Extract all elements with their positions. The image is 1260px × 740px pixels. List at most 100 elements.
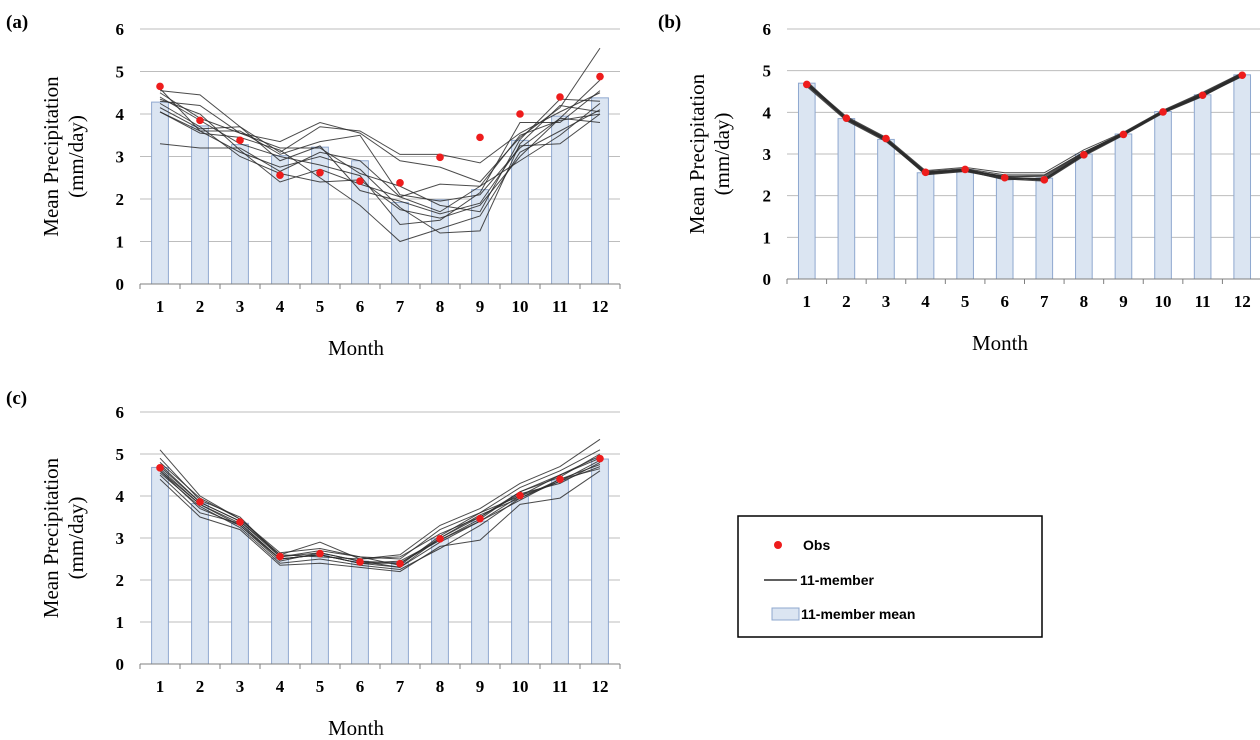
obs-point-month-7 bbox=[396, 179, 404, 187]
y-tick-label: 1 bbox=[116, 233, 125, 252]
y-tick-label: 0 bbox=[763, 270, 772, 289]
obs-point-month-11 bbox=[556, 475, 564, 484]
x-tick-label: 6 bbox=[356, 677, 365, 696]
member-line-2 bbox=[159, 449, 601, 560]
obs-point-month-8 bbox=[436, 153, 444, 162]
x-tick-label: 9 bbox=[476, 677, 485, 696]
obs-point-month-10 bbox=[516, 110, 524, 118]
x-tick-label: 11 bbox=[552, 297, 568, 316]
x-tick-label: 5 bbox=[316, 677, 325, 696]
bar-month-11 bbox=[551, 479, 569, 665]
member-line-3 bbox=[159, 79, 601, 202]
x-tick-label: 12 bbox=[1234, 292, 1251, 311]
panel-label: (b) bbox=[658, 12, 681, 33]
x-tick-label: 7 bbox=[396, 677, 405, 696]
bar-month-11 bbox=[551, 115, 569, 285]
x-tick-label: 6 bbox=[356, 297, 365, 316]
obs-point-month-8 bbox=[1080, 151, 1088, 159]
obs-point-month-1 bbox=[156, 464, 164, 472]
bar-month-10 bbox=[511, 495, 529, 665]
x-tick-label: 2 bbox=[196, 297, 205, 316]
y-tick-label: 6 bbox=[116, 20, 125, 39]
member-line-1 bbox=[159, 90, 601, 164]
obs-point-month-11 bbox=[1198, 91, 1207, 100]
x-tick-label: 3 bbox=[236, 297, 245, 316]
obs-point-month-4 bbox=[276, 552, 284, 561]
obs-point-month-6 bbox=[1000, 173, 1009, 182]
y-tick-label: 3 bbox=[763, 145, 772, 164]
obs-point-month-6 bbox=[356, 177, 364, 185]
bar-month-10 bbox=[1154, 111, 1172, 280]
x-tick-label: 9 bbox=[1119, 292, 1128, 311]
panel-label: (c) bbox=[6, 388, 27, 409]
member-line-4 bbox=[159, 470, 601, 573]
x-tick-label: 9 bbox=[476, 297, 485, 316]
bar-month-9 bbox=[471, 520, 489, 665]
member-line-9 bbox=[159, 88, 601, 234]
bar-month-12 bbox=[591, 458, 609, 665]
member-line-5 bbox=[806, 76, 1243, 181]
bar-month-1 bbox=[797, 82, 816, 280]
bar-month-7 bbox=[391, 201, 409, 285]
obs-point-month-11 bbox=[556, 93, 564, 101]
x-tick-label: 5 bbox=[961, 292, 970, 311]
y-tick-label: 4 bbox=[116, 487, 125, 506]
x-tick-label: 4 bbox=[276, 677, 285, 696]
x-tick-label: 1 bbox=[156, 677, 165, 696]
obs-point-month-9 bbox=[1119, 130, 1128, 139]
legend-marker-obs bbox=[774, 541, 782, 549]
panel-label: (a) bbox=[6, 12, 28, 33]
member-line-9 bbox=[806, 75, 1243, 180]
y-tick-label: 4 bbox=[116, 105, 125, 124]
x-tick-label: 11 bbox=[552, 677, 568, 696]
member-line-2 bbox=[806, 73, 1243, 176]
x-tick-label: 4 bbox=[921, 292, 930, 311]
x-axis-title: Month bbox=[328, 716, 385, 740]
obs-point-month-3 bbox=[236, 518, 244, 526]
bar-month-5 bbox=[311, 146, 329, 285]
x-tick-label: 10 bbox=[1155, 292, 1172, 311]
obs-point-month-6 bbox=[356, 558, 364, 566]
x-tick-label: 6 bbox=[1000, 292, 1009, 311]
y-tick-label: 0 bbox=[116, 275, 125, 294]
x-axis-title: Month bbox=[972, 331, 1029, 355]
obs-point-month-5 bbox=[961, 165, 969, 174]
member-line-6 bbox=[159, 90, 601, 226]
bar-month-1 bbox=[151, 101, 169, 285]
member-line-4 bbox=[806, 72, 1243, 174]
x-tick-label: 5 bbox=[316, 297, 325, 316]
obs-point-month-10 bbox=[1159, 108, 1167, 116]
y-tick-label: 4 bbox=[763, 103, 772, 122]
x-axis-title: Month bbox=[328, 336, 385, 360]
y-tick-label: 5 bbox=[116, 63, 125, 82]
x-tick-label: 4 bbox=[276, 297, 285, 316]
bar-month-3 bbox=[231, 144, 249, 285]
y-tick-label: 6 bbox=[763, 20, 772, 39]
member-line-9 bbox=[159, 453, 601, 564]
member-line-10 bbox=[159, 98, 601, 213]
member-line-11 bbox=[159, 459, 601, 564]
x-tick-label: 2 bbox=[196, 677, 205, 696]
bar-month-9 bbox=[471, 189, 489, 285]
obs-point-month-1 bbox=[802, 80, 811, 89]
obs-point-month-12 bbox=[596, 72, 604, 81]
y-tick-label: 1 bbox=[116, 613, 125, 632]
x-tick-label: 11 bbox=[1195, 292, 1211, 311]
obs-point-month-12 bbox=[596, 454, 604, 463]
obs-point-month-7 bbox=[396, 559, 404, 568]
x-tick-label: 8 bbox=[436, 677, 445, 696]
bar-month-2 bbox=[191, 125, 209, 285]
y-axis-title-line1: Mean Precipitation bbox=[685, 73, 709, 234]
y-tick-label: 2 bbox=[116, 571, 125, 590]
bar-month-5 bbox=[311, 554, 329, 665]
y-tick-label: 2 bbox=[116, 190, 125, 209]
y-tick-label: 0 bbox=[116, 655, 125, 674]
obs-point-month-9 bbox=[476, 514, 484, 523]
obs-point-month-8 bbox=[436, 535, 444, 543]
bar-month-6 bbox=[351, 560, 369, 665]
x-tick-label: 8 bbox=[436, 297, 445, 316]
bar-month-2 bbox=[191, 503, 209, 665]
